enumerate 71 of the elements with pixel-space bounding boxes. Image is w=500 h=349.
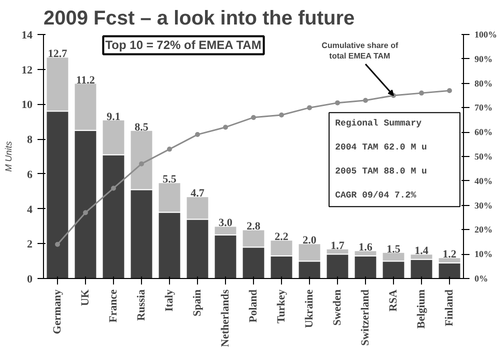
point	[195, 132, 200, 138]
y2-tick-label: 60%	[474, 127, 492, 138]
total-label: 12.7	[48, 48, 68, 60]
x-tick-label: Italy	[164, 289, 176, 312]
x-tick-label: Germany	[52, 289, 64, 334]
point	[55, 242, 60, 247]
x-tick-label: Russia	[136, 289, 148, 321]
x-tick-label: France	[108, 289, 120, 322]
point	[251, 114, 256, 120]
x-tick-label: RSA	[388, 289, 400, 312]
point	[447, 88, 452, 94]
total-label: 4.7	[190, 188, 205, 200]
y-axis-title: M Units	[4, 140, 14, 172]
point	[223, 124, 228, 130]
total-label: 2.0	[302, 234, 317, 247]
x-tick-label: UK	[80, 289, 92, 306]
x-tick-label: Ukraine	[304, 289, 316, 328]
y-tick-label: 12	[22, 64, 33, 76]
point	[307, 105, 312, 110]
y-tick-label: 2	[27, 238, 33, 251]
y2-tick-label: 10%	[474, 249, 492, 260]
y-tick-label: 0	[27, 274, 33, 286]
point	[363, 98, 368, 103]
annotation: 2004 TAM 62.0 M u	[335, 142, 427, 153]
point	[83, 210, 88, 216]
x-tick-label: Spain	[192, 289, 204, 316]
annotation: 2005 TAM 88.0 M u	[335, 166, 427, 177]
total-label: 1.6	[358, 242, 373, 254]
x-tick-label: Poland	[248, 289, 260, 323]
x-tick-label: Finland	[444, 289, 456, 326]
total-label: 8.5	[134, 121, 149, 134]
y2-tick-label: 80%	[474, 78, 492, 88]
y-tick-label: 14	[22, 30, 33, 42]
annotation: Regional Summary	[335, 118, 422, 129]
chart-title: 2009 Fcst – a look into the future	[44, 8, 355, 30]
total-label: 2.2	[274, 231, 289, 244]
y2-tick-label: 70%	[474, 102, 492, 113]
y2-tick-label: 0%	[474, 274, 488, 284]
total-label: 1.2	[442, 248, 457, 261]
y-tick-label: 6	[27, 168, 33, 181]
point	[111, 186, 116, 191]
y2-tick-label: 40%	[474, 176, 492, 186]
x-tick-label: Netherlands	[220, 288, 232, 347]
point	[167, 146, 172, 152]
y-tick-label: 4	[27, 204, 33, 216]
x-tick-label: Sweden	[332, 290, 344, 326]
y2-tick-label: 90%	[474, 54, 492, 64]
total-label: 3.0	[218, 217, 233, 230]
total-label: 9.1	[106, 110, 120, 123]
total-label: 1.7	[330, 240, 345, 252]
y2-tick-label: 20%	[474, 224, 492, 235]
x-tick-label: Switzerland	[360, 289, 372, 346]
y2-tick-label: 50%	[474, 152, 492, 162]
total-label: 2.8	[246, 220, 261, 233]
y2-tick-label: 30%	[474, 200, 492, 210]
point	[419, 90, 424, 96]
annotation: Cumulative share of total EMEA TAM	[322, 40, 398, 61]
y-tick-label: 10	[22, 99, 33, 112]
total-label: 1.4	[414, 245, 429, 258]
point	[279, 112, 284, 118]
annotation: Top 10 = 72% of EMEA TAM	[105, 38, 262, 52]
x-tick-label: Turkey	[276, 289, 288, 324]
x-tick-label: Belgium	[416, 289, 428, 329]
y2-tick-label: 100%	[474, 30, 497, 40]
point	[139, 161, 144, 166]
annotation: CAGR 09/04 7.2%	[335, 190, 417, 201]
total-label: 5.5	[162, 174, 177, 186]
total-label: 1.5	[386, 243, 401, 256]
y-tick-label: 8	[27, 134, 33, 146]
point	[335, 100, 340, 106]
total-label: 11.2	[76, 74, 96, 86]
